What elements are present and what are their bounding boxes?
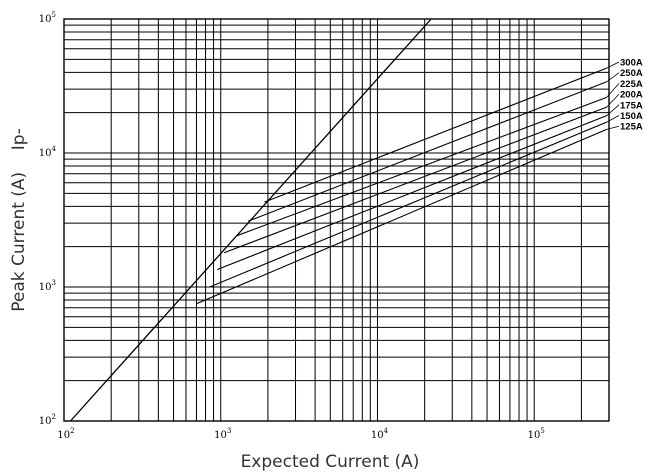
x-tick-label: 102 [57,427,74,441]
y-tick-label: 105 [39,11,56,25]
series-line-125A [196,128,607,305]
series-label-250A: 250A [620,68,643,79]
series-label-125A: 125A [620,122,643,133]
leader-line-150A [606,115,620,123]
curves [70,18,607,422]
series-line-175A [217,115,607,271]
series-line-150A [209,121,607,288]
y-axis-title: Peak Current (A) Ip- [9,128,29,311]
y-tick-label: 104 [39,145,57,159]
series-label-300A: 300A [620,58,643,69]
y-tick-label: 102 [39,413,56,427]
series-line-225A [235,96,607,237]
plot-frame [63,18,610,422]
series-line-200A [223,106,607,254]
leader-line-225A [606,83,620,98]
y-tick-label: 103 [39,279,56,293]
series-label-150A: 150A [620,111,643,122]
y-tick-labels: 102 103 104 105 [39,11,57,427]
x-tick-label: 105 [528,427,545,441]
x-tick-labels: 102 103 104 105 [57,427,544,441]
series-label-225A: 225A [620,79,643,90]
series-line-250A [248,81,607,222]
grid [64,19,609,421]
leader-line-125A [606,125,620,130]
leader-line-300A [606,61,620,69]
x-tick-label: 103 [214,427,231,441]
leader-line-175A [606,104,620,116]
series-label-200A: 200A [620,90,643,101]
series-line-300A [264,67,607,203]
series-label-175A: 175A [620,100,643,111]
x-axis-title: Expected Current (A) [241,452,420,472]
leader-line-250A [606,72,620,83]
leader-line-200A [606,93,620,108]
x-tick-label: 104 [371,427,389,441]
